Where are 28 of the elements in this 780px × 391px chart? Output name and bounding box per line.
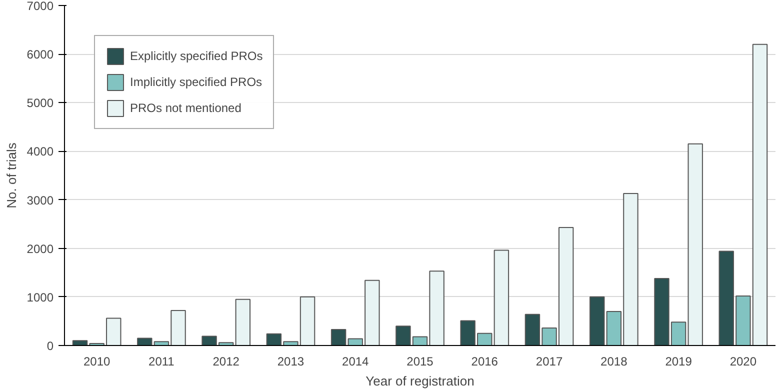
x-tick-label: 2010 xyxy=(83,354,110,368)
legend-label: Explicitly specified PROs xyxy=(130,49,263,63)
y-tick-label: 6000 xyxy=(26,48,54,62)
bar xyxy=(494,250,510,346)
bar xyxy=(330,328,346,346)
x-tick-label: 2014 xyxy=(342,354,370,368)
y-tick-label: 1000 xyxy=(26,290,54,304)
x-tick-label: 2020 xyxy=(730,354,757,368)
x-tick-label: 2012 xyxy=(212,354,240,368)
x-tick-label: 2016 xyxy=(471,354,498,368)
y-axis-title: No. of trials xyxy=(4,142,19,208)
y-tick-label: 7000 xyxy=(26,0,54,13)
x-tick-label: 2011 xyxy=(148,354,175,368)
legend-label: PROs not mentioned xyxy=(130,101,242,115)
x-tick-label: 2017 xyxy=(536,354,563,368)
y-tick-label: 3000 xyxy=(26,193,54,208)
bar xyxy=(589,296,605,346)
x-tick-label: 2019 xyxy=(665,354,692,368)
y-tick-label: 0 xyxy=(46,339,54,353)
x-axis-title: Year of registration xyxy=(366,374,474,388)
legend-label: Implicitly specified PROs xyxy=(130,75,262,89)
x-tick-label: 2018 xyxy=(600,354,628,368)
x-tick-label: 2013 xyxy=(277,354,304,368)
x-tick-label: 2015 xyxy=(406,354,434,368)
bar xyxy=(235,298,251,346)
y-tick-label: 4000 xyxy=(26,144,54,159)
y-tick-label: 5000 xyxy=(26,96,54,110)
y-tick-label: 2000 xyxy=(26,242,54,256)
